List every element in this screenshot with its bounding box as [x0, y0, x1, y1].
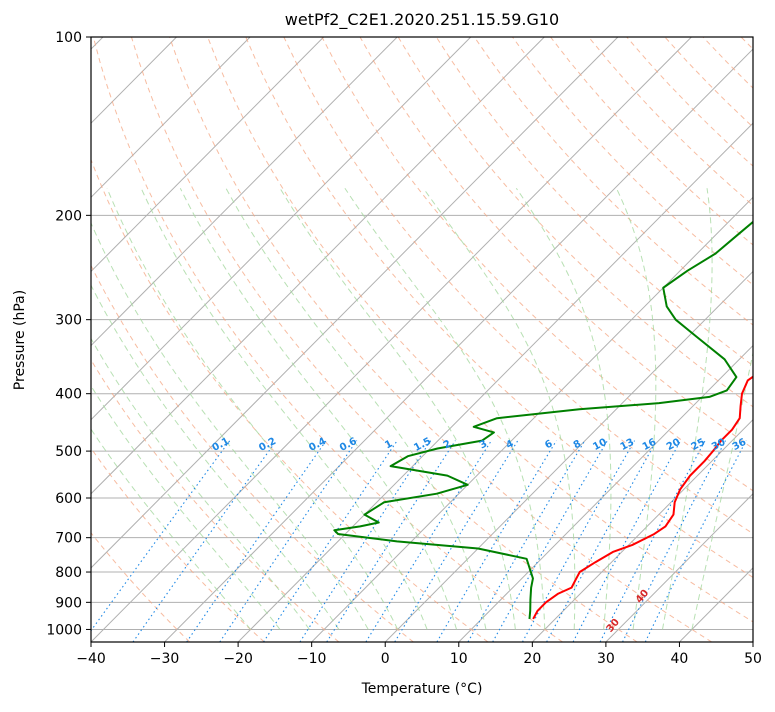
dry-adiabat	[169, 37, 713, 642]
x-tick-label: 40	[671, 651, 689, 667]
dry-adiabat	[91, 264, 414, 642]
dry-adiabat	[397, 37, 753, 408]
x-tick-label: 50	[744, 651, 762, 667]
x-tick-label: 30	[597, 651, 615, 667]
x-tick-label: −40	[76, 651, 106, 667]
dry-adiabat	[92, 37, 563, 642]
mixing-ratio-label: 4	[504, 438, 515, 451]
y-tick-label: 900	[55, 595, 82, 611]
y-tick-label: 1000	[46, 622, 82, 638]
moist-adiabat	[106, 188, 399, 630]
moist-adiabat	[179, 188, 458, 630]
x-tick-label: 10	[450, 651, 468, 667]
moist-adiabat	[91, 337, 310, 630]
isotherm-gridline	[605, 493, 753, 642]
y-axis-label: Pressure (hPa)	[12, 290, 28, 390]
isotherm-gridline	[91, 37, 398, 347]
y-tick-label: 700	[55, 531, 82, 547]
y-tick-label: 600	[55, 491, 82, 507]
dry-adiabat	[512, 37, 753, 286]
y-tick-label: 200	[55, 208, 82, 224]
mixing-ratio-label: 2	[442, 438, 453, 451]
mixing-ratio-line	[365, 440, 492, 642]
mixing-ratio-label: 3	[478, 438, 489, 451]
mixing-ratio-line	[644, 440, 747, 642]
mixing-ratio-line	[299, 440, 432, 642]
mixing-ratio-line	[436, 440, 557, 642]
dewpoint-line	[333, 220, 753, 620]
background-lines	[91, 37, 753, 642]
isotherm-gridline	[91, 37, 325, 273]
mixing-ratio-line	[572, 440, 682, 642]
mixing-ratio-line	[546, 440, 658, 642]
y-tick-label: 800	[55, 565, 82, 581]
mixing-ratio-line	[263, 440, 398, 642]
x-axis-label: Temperature (°C)	[361, 681, 483, 697]
mixing-ratio-line	[467, 440, 586, 642]
dry-adiabat	[359, 37, 753, 450]
moist-adiabat	[91, 221, 369, 630]
dry-adiabat	[91, 158, 489, 642]
dry-adiabat	[245, 37, 753, 578]
axes: −40 −30 −20 −10 0 10 20 30 40 50 100 200 300 400 500 60…	[46, 30, 762, 667]
moist-adiabat	[91, 284, 340, 630]
moist-adiabat	[422, 187, 576, 630]
isotherm-gridline	[91, 37, 472, 421]
series-layer	[333, 220, 753, 620]
y-tick-label: 300	[55, 313, 82, 329]
isotherm-gridline	[91, 37, 251, 199]
mixing-ratio-label: 8	[572, 438, 583, 451]
x-tick-label: −10	[297, 651, 327, 667]
moist-adiabat	[279, 187, 516, 630]
isotherm-gridline	[237, 122, 753, 642]
mixing-ratio-line	[599, 440, 706, 642]
y-tick-label: 400	[55, 387, 82, 403]
mixing-ratio-line	[394, 440, 519, 642]
moist-adiabat	[140, 188, 428, 630]
mixing-ratio-line	[492, 440, 608, 642]
chart-title: wetPf2_C2E1.2020.251.15.59.G10	[285, 10, 559, 30]
y-tick-label: 100	[55, 30, 82, 46]
dry-adiabat	[207, 37, 753, 623]
mixing-ratio-line	[521, 440, 636, 642]
mixing-ratio-label: 6	[543, 438, 554, 451]
isotherm-gridline	[531, 418, 753, 642]
plot-frame	[90, 36, 754, 643]
x-tick-label: 0	[381, 651, 390, 667]
isotherm-gridline	[91, 37, 692, 642]
mixing-ratio-line	[622, 440, 727, 642]
temperature-line	[532, 375, 753, 620]
isotherm-gridline	[164, 48, 753, 642]
mixing-ratio-line	[132, 440, 277, 642]
x-tick-label: 20	[523, 651, 541, 667]
isotherm-gridline	[91, 37, 619, 569]
moist-adiabat	[344, 187, 546, 630]
x-tick-label: −20	[223, 651, 253, 667]
x-tick-label: −30	[150, 651, 180, 667]
isotherm-gridline	[91, 37, 545, 495]
mixing-ratio-label: 1	[383, 438, 394, 451]
dry-adiabat	[91, 532, 191, 642]
isotherm-gridline	[384, 270, 753, 642]
moist-adiabat	[515, 187, 612, 630]
y-tick-label: 500	[55, 444, 82, 460]
isotherm-gridline	[458, 344, 753, 642]
